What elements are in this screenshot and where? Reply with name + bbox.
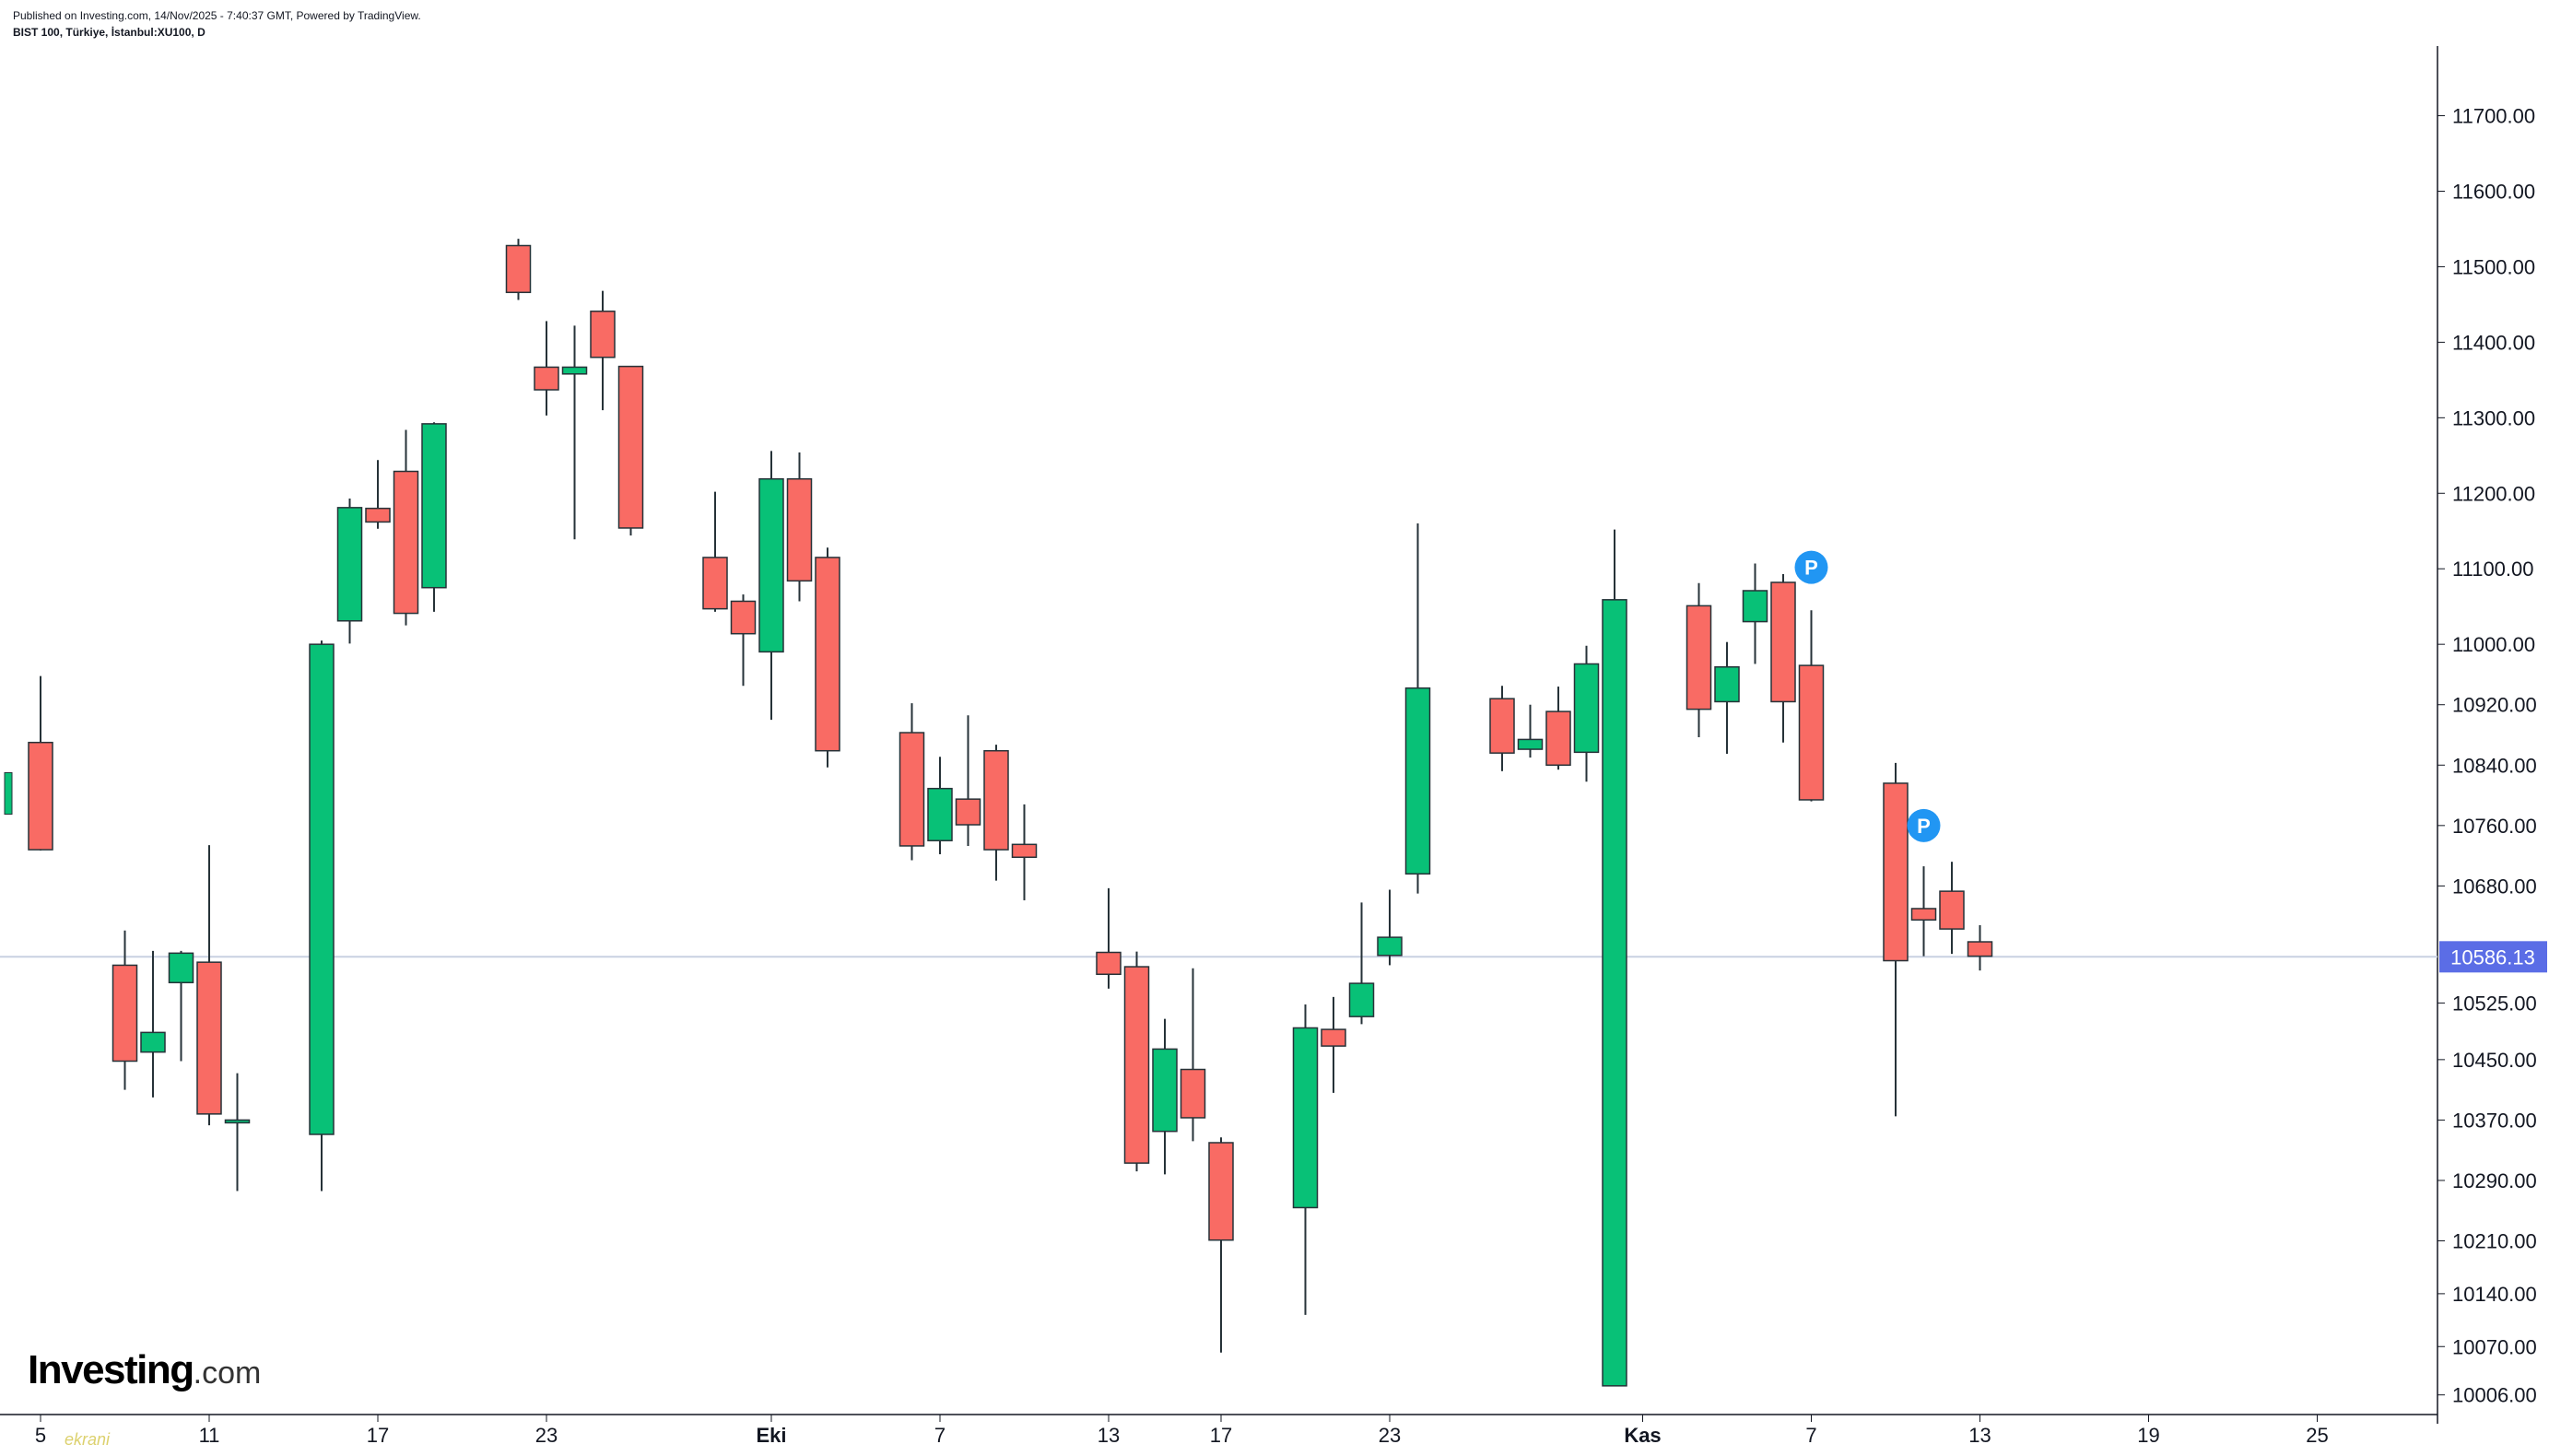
partial-candle xyxy=(4,771,13,816)
x-tick-label: 7 xyxy=(1805,1424,1816,1447)
candle-body xyxy=(1798,664,1825,801)
x-tick-label: 13 xyxy=(1968,1424,1991,1447)
candle-body xyxy=(28,741,53,851)
candle-body xyxy=(365,507,391,523)
y-tick-label: 10680.00 xyxy=(2452,875,2537,898)
y-tick-label: 11400.00 xyxy=(2452,331,2535,354)
candle-body xyxy=(730,600,757,635)
candle-body xyxy=(1573,663,1600,754)
x-tick-label: 23 xyxy=(1379,1424,1401,1447)
y-tick-label: 10450.00 xyxy=(2452,1049,2537,1072)
y-tick-label: 11300.00 xyxy=(2452,406,2535,429)
x-tick-label: 17 xyxy=(1210,1424,1232,1447)
candle-body xyxy=(1123,966,1150,1164)
candle-body xyxy=(168,952,194,984)
y-tick-label: 10140.00 xyxy=(2452,1283,2537,1306)
candle-body xyxy=(1714,666,1740,703)
candle-body xyxy=(786,477,813,582)
candle-body xyxy=(1770,581,1796,703)
candle-body xyxy=(1742,590,1768,623)
candle-body xyxy=(955,798,981,826)
candle-body xyxy=(1545,710,1571,767)
x-tick-label: 5 xyxy=(35,1424,46,1447)
investing-logo: Investing.com xyxy=(28,1347,261,1393)
y-tick-label: 10070.00 xyxy=(2452,1335,2537,1358)
candle-body xyxy=(702,557,728,610)
candle-body xyxy=(758,477,784,653)
last-price-badge xyxy=(2439,941,2547,973)
y-tick-label: 11100.00 xyxy=(2452,558,2534,581)
candle-body xyxy=(1404,687,1431,875)
y-tick-label: 10006.00 xyxy=(2452,1384,2537,1407)
marker-label: P xyxy=(1804,557,1818,580)
y-tick-label: 10920.00 xyxy=(2452,694,2537,717)
candle-body xyxy=(1152,1048,1178,1133)
x-tick-label: Kas xyxy=(1624,1424,1661,1447)
y-tick-label: 10840.00 xyxy=(2452,754,2537,777)
candle-body xyxy=(1489,698,1515,754)
candle-body xyxy=(927,787,953,841)
x-tick-label: 13 xyxy=(1098,1424,1120,1447)
watermark: ekrani xyxy=(65,1430,111,1449)
published-note: Published on Investing.com, 14/Nov/2025 … xyxy=(13,9,421,22)
candle-body xyxy=(1883,782,1909,962)
candle-body xyxy=(983,749,1009,851)
candle-body xyxy=(1208,1142,1234,1241)
candle-body xyxy=(505,244,532,294)
candle-body xyxy=(1910,908,1937,922)
candle-body xyxy=(224,1119,251,1124)
y-tick-label: 11200.00 xyxy=(2452,482,2535,505)
candle-body xyxy=(617,365,644,529)
candle-body xyxy=(1180,1068,1206,1119)
y-tick-label: 10210.00 xyxy=(2452,1230,2537,1253)
x-tick-label: 25 xyxy=(2306,1424,2328,1447)
candle-body xyxy=(1321,1028,1346,1047)
marker-circle xyxy=(1907,808,1941,842)
x-tick-label: 23 xyxy=(535,1424,558,1447)
candle-body xyxy=(534,366,559,391)
candle-body xyxy=(112,964,138,1063)
candle-body xyxy=(309,643,335,1135)
marker-label: P xyxy=(1917,815,1931,838)
candle-body xyxy=(899,732,925,847)
x-tick-label: 19 xyxy=(2137,1424,2159,1447)
candle-body xyxy=(1686,605,1712,710)
candle-body xyxy=(1517,738,1544,750)
logo-brand: Investing xyxy=(28,1347,194,1392)
candle-body xyxy=(1939,890,1965,930)
y-tick-label: 11500.00 xyxy=(2452,255,2535,278)
candle-body xyxy=(1011,843,1038,859)
candle-body xyxy=(1348,982,1375,1017)
candle-body xyxy=(1377,936,1403,957)
x-tick-label: 11 xyxy=(199,1424,220,1447)
candle-body xyxy=(196,961,222,1115)
candle-body xyxy=(1967,941,1993,957)
candle-body xyxy=(815,557,840,752)
candle-body xyxy=(590,311,616,358)
y-tick-label: 10290.00 xyxy=(2452,1169,2537,1192)
x-tick-label: 17 xyxy=(367,1424,389,1447)
candle-body xyxy=(393,470,419,615)
y-tick-label: 11700.00 xyxy=(2452,105,2535,128)
chart-header: Published on Investing.com, 14/Nov/2025 … xyxy=(13,7,421,41)
last-price-label: 10586.13 xyxy=(2450,945,2535,969)
candle-body xyxy=(1602,599,1627,1387)
y-tick-label: 10525.00 xyxy=(2452,992,2537,1015)
candle-body xyxy=(1096,951,1122,976)
x-tick-label: 7 xyxy=(934,1424,946,1447)
candle-body xyxy=(421,423,447,589)
candle-body xyxy=(561,366,588,375)
symbol-title: BIST 100, Türkiye, İstanbul:XU100, D xyxy=(13,26,206,39)
y-tick-label: 10370.00 xyxy=(2452,1109,2537,1132)
y-tick-label: 11600.00 xyxy=(2452,181,2535,204)
candle-body xyxy=(336,507,363,622)
x-tick-label: Eki xyxy=(756,1424,786,1447)
candle-body xyxy=(1292,1027,1319,1209)
marker-circle xyxy=(1794,550,1828,584)
logo-suffix: .com xyxy=(193,1356,262,1391)
y-tick-label: 10760.00 xyxy=(2452,815,2537,838)
candle-body xyxy=(140,1031,166,1053)
y-tick-label: 11000.00 xyxy=(2452,633,2535,656)
